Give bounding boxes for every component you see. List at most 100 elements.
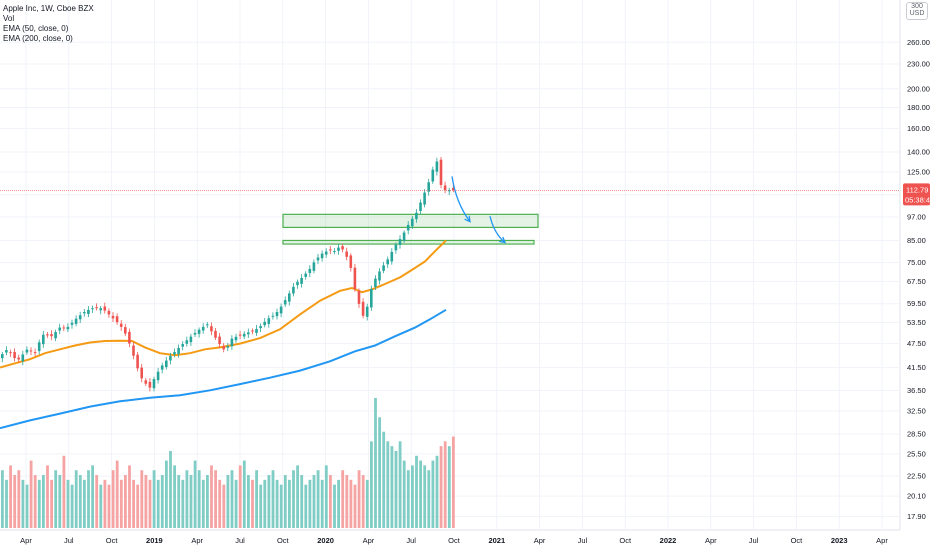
volume-bar: [91, 465, 94, 528]
volume-bar: [78, 475, 82, 528]
support-zone-rect: [282, 239, 535, 245]
price-tick-label: 260.00: [907, 38, 930, 47]
candle-body: [324, 251, 328, 255]
candle-body: [70, 322, 74, 325]
volume-bar: [119, 479, 123, 528]
legend-volume[interactable]: Vol: [3, 14, 15, 23]
candle-body: [296, 281, 299, 286]
candle-body: [214, 330, 217, 338]
candle-body: [419, 202, 422, 211]
candle-body: [160, 365, 164, 370]
support-zones[interactable]: [282, 213, 539, 245]
volume-bar: [128, 465, 131, 528]
candle-body: [66, 326, 70, 330]
time-tick-label: 2020: [317, 536, 334, 545]
candle-body: [62, 327, 66, 329]
price-tick-label: 75.00: [907, 258, 926, 267]
time-tick-label: Oct: [791, 536, 804, 545]
candle-body: [136, 354, 139, 369]
candle-body: [201, 326, 205, 331]
volume-bar: [13, 475, 17, 528]
candle-body: [173, 351, 176, 355]
time-tick-label: 2022: [660, 536, 677, 545]
candle-body: [304, 273, 307, 277]
time-tick-label: Apr: [705, 536, 717, 545]
volume-bar: [206, 475, 209, 528]
price-tick-label: 20.10: [907, 492, 926, 501]
volume-bar: [58, 475, 62, 528]
price-tick-label: 22.50: [907, 472, 926, 481]
price-tick-label: 28.50: [907, 430, 926, 439]
volume-bar: [345, 475, 349, 528]
volume-bar: [251, 479, 254, 528]
price-tick-label: 25.50: [907, 449, 926, 458]
candle-body: [74, 318, 78, 324]
volume-bar: [271, 470, 275, 528]
candle-body: [283, 300, 287, 305]
volume-bar: [255, 470, 258, 528]
price-tick-label: 47.50: [907, 339, 926, 348]
volume-bar: [333, 484, 336, 528]
candle-body: [144, 380, 148, 384]
arrow-line: [451, 176, 471, 223]
volume-bar: [259, 484, 263, 528]
chart-legend: Apple Inc, 1W, Cboe BZX Vol EMA (50, clo…: [3, 4, 94, 44]
volume-bar: [70, 484, 74, 528]
volume-bar: [443, 441, 447, 528]
candle-body: [181, 344, 184, 347]
volume-bar: [292, 470, 295, 528]
currency-selector[interactable]: 300 USD: [906, 2, 928, 20]
candle-body: [312, 262, 316, 271]
time-tick-label: Jul: [749, 536, 759, 545]
volume-bar: [136, 484, 140, 528]
price-axis[interactable]: 17.90 20.10 22.50 25.50 28.50 32.50 36.50 41.50…: [907, 38, 930, 521]
time-tick-label: Oct: [277, 536, 290, 545]
time-tick-label: 2021: [488, 536, 505, 545]
arrow-head: [498, 236, 507, 244]
candle-body: [87, 309, 90, 314]
time-tick-label: 2019: [146, 536, 163, 545]
volume-bar: [181, 479, 185, 528]
volume-bar: [140, 470, 144, 528]
last-price-value: 112.79: [906, 185, 928, 194]
candle-body: [279, 306, 283, 314]
volume-bar: [74, 470, 78, 528]
candle-body: [29, 350, 33, 352]
volume-bar: [46, 465, 49, 528]
trend-arrows[interactable]: [451, 176, 507, 244]
volume-bar: [357, 470, 361, 528]
candle-body: [386, 259, 389, 265]
volume-bar: [148, 479, 152, 528]
volume-bar: [275, 479, 279, 528]
candle-body: [357, 290, 361, 304]
candle-body: [365, 306, 369, 317]
volume-bar: [17, 470, 21, 528]
legend-ema50[interactable]: EMA (50, close, 0): [3, 24, 69, 33]
candle-body: [251, 330, 254, 332]
volume-bar: [349, 479, 353, 528]
symbol-title[interactable]: Apple Inc, 1W, Cboe BZX: [3, 4, 94, 13]
volume-bar: [374, 398, 377, 528]
time-tick-label: Apr: [363, 536, 375, 545]
volume-bar: [201, 479, 205, 528]
candle-body: [206, 324, 209, 326]
time-axis[interactable]: Apr Jul Oct 2019 Apr Jul Oct 2020 Apr Jul Oct 2021 A…: [20, 536, 888, 545]
volume-bar: [386, 441, 390, 528]
candle-body: [103, 306, 107, 311]
candle-body: [33, 352, 37, 354]
candle-body: [341, 246, 344, 250]
time-tick-label: Jul: [64, 536, 74, 545]
candle-body: [427, 182, 430, 192]
candle-body: [1, 354, 4, 359]
volume-bar: [304, 484, 308, 528]
arrow-head: [464, 215, 471, 223]
candle-body: [132, 345, 135, 356]
volume-bar: [111, 470, 115, 528]
candle-body: [107, 310, 111, 315]
legend-ema200[interactable]: EMA (200, close, 0): [3, 34, 73, 43]
candle-body: [316, 257, 320, 261]
candle-body: [42, 334, 45, 345]
candle-body: [210, 326, 213, 332]
price-tick-label: 67.50: [907, 277, 926, 286]
